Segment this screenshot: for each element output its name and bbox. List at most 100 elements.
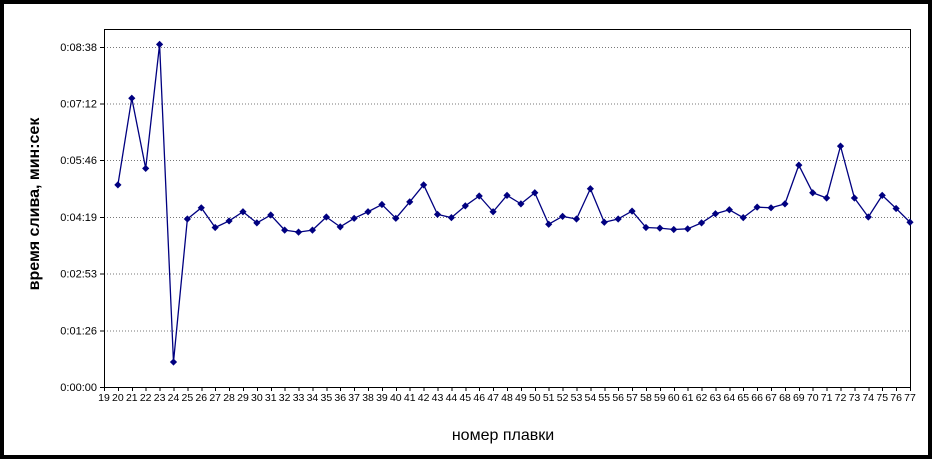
- data-point: [809, 189, 817, 197]
- x-tick-label: 63: [710, 392, 722, 404]
- data-point: [781, 200, 789, 208]
- data-point: [211, 223, 219, 232]
- x-tick-label: 76: [890, 392, 902, 404]
- x-tick-label: 56: [612, 392, 624, 404]
- data-point: [600, 218, 608, 226]
- x-tick-label: 46: [473, 392, 485, 404]
- plot-area: [104, 29, 911, 388]
- data-point: [572, 215, 581, 223]
- x-tick-label: 72: [835, 392, 847, 404]
- x-tick-label: 61: [682, 392, 694, 404]
- data-point: [420, 181, 428, 189]
- data-point: [155, 40, 164, 48]
- data-point: [614, 215, 622, 223]
- x-tick-label: 24: [168, 392, 180, 404]
- data-point: [836, 142, 845, 150]
- data-point: [684, 225, 692, 233]
- data-point: [489, 208, 497, 216]
- data-point: [531, 189, 539, 197]
- data-point: [322, 213, 330, 221]
- x-tick-label: 32: [279, 392, 291, 404]
- x-axis-title: номер плавки: [451, 427, 555, 444]
- data-point: [239, 208, 247, 216]
- series-line: [117, 43, 911, 363]
- x-tick-label: 77: [904, 392, 916, 404]
- data-point: [336, 223, 344, 231]
- data-point: [267, 211, 275, 219]
- data-point: [169, 358, 178, 366]
- x-tick-label: 39: [376, 392, 388, 404]
- y-tick-label: 0:08:38: [60, 42, 97, 54]
- data-point: [128, 94, 136, 102]
- x-tick-label: 55: [598, 392, 610, 404]
- data-point: [892, 204, 900, 213]
- x-tick-label: 52: [557, 392, 569, 404]
- x-tick-label: 44: [446, 392, 458, 404]
- x-tick-label: 51: [543, 392, 555, 404]
- x-tick-label: 49: [515, 392, 527, 404]
- x-tick-label: 27: [209, 392, 221, 404]
- x-tick-label: 34: [307, 392, 319, 404]
- x-tick-label: 36: [334, 392, 346, 404]
- data-point: [586, 185, 594, 193]
- x-tick-label: 58: [640, 392, 652, 404]
- x-tick-label: 31: [265, 392, 277, 404]
- data-point: [656, 224, 664, 232]
- data-point: [767, 204, 775, 212]
- data-point: [183, 215, 191, 223]
- x-tick-label: 42: [418, 392, 430, 404]
- grid: [104, 47, 910, 332]
- data-point: [406, 198, 414, 206]
- data-point: [739, 214, 747, 222]
- x-tick-label: 29: [237, 392, 249, 404]
- x-tick-label: 25: [182, 392, 194, 404]
- x-tick-label: 45: [459, 392, 471, 404]
- x-tick-label: 57: [626, 392, 638, 404]
- data-point: [503, 191, 511, 199]
- x-tick-label: 73: [849, 392, 861, 404]
- x-tick-label: 41: [404, 392, 416, 404]
- data-point: [628, 207, 636, 215]
- data-point: [864, 213, 872, 221]
- data-point: [114, 181, 122, 189]
- data-point: [878, 191, 886, 199]
- data-point: [725, 206, 733, 214]
- data-point-markers: [114, 40, 914, 366]
- data-point: [795, 161, 803, 169]
- x-tick-label: 20: [112, 392, 124, 404]
- x-tick-label: 64: [724, 392, 736, 404]
- y-tick-label: 0:05:46: [60, 155, 97, 167]
- line-chart: 0:00:00 0:01:26 0:02:53 0:04:19 0:05:46 0:07:…: [60, 29, 916, 404]
- x-tick-label: 59: [654, 392, 666, 404]
- x-tick-label: 66: [751, 392, 763, 404]
- x-tick-label: 67: [765, 392, 777, 404]
- data-point: [475, 192, 483, 200]
- x-tick-label: 62: [696, 392, 708, 404]
- y-tick-label: 0:07:12: [60, 98, 97, 110]
- data-point: [545, 220, 553, 228]
- data-point: [697, 219, 706, 227]
- data-point: [461, 202, 469, 210]
- data-point: [906, 218, 914, 226]
- data-point: [670, 225, 678, 234]
- y-axis: 0:00:00 0:01:26 0:02:53 0:04:19 0:05:46 0:07:…: [60, 42, 104, 394]
- x-tick-label: 30: [251, 392, 263, 404]
- x-tick-label: 33: [293, 392, 305, 404]
- x-tick-label: 40: [390, 392, 402, 404]
- data-point: [711, 210, 720, 218]
- y-tick-label: 0:02:53: [60, 268, 97, 280]
- data-point: [281, 226, 289, 234]
- x-axis: 19 20 21 22 23 24 25 26 27 28 29 30 31 32 33 34 35 36 37 38…: [98, 387, 916, 404]
- data-point: [364, 208, 372, 216]
- x-tick-label: 47: [487, 392, 499, 404]
- data-point: [433, 210, 442, 218]
- x-tick-label: 21: [126, 392, 138, 404]
- x-tick-label: 23: [154, 392, 166, 404]
- data-point: [294, 228, 303, 236]
- x-tick-label: 38: [362, 392, 374, 404]
- y-axis-title: время слива, мин:сек: [26, 117, 43, 291]
- data-point: [378, 200, 386, 209]
- x-tick-label: 54: [585, 392, 597, 404]
- x-tick-label: 22: [140, 392, 152, 404]
